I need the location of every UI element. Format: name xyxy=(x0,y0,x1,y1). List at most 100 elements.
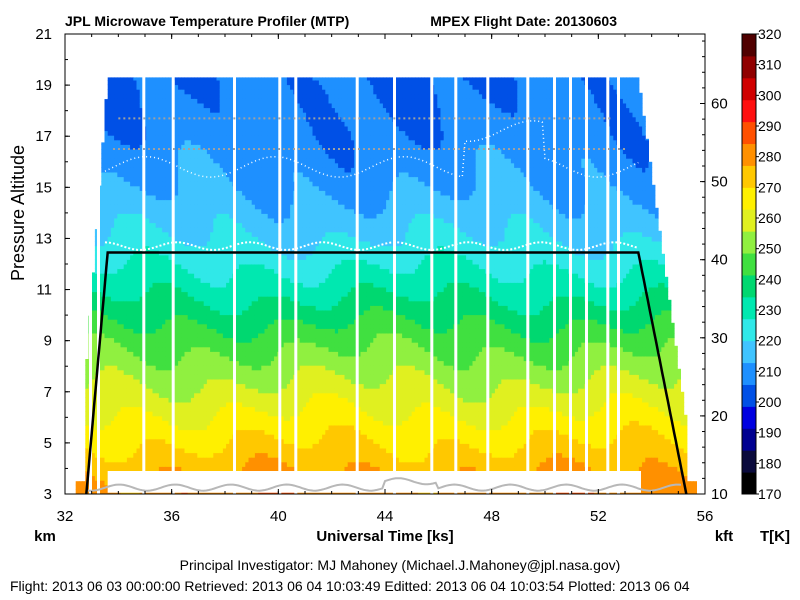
heatmap-cell xyxy=(187,93,192,99)
heatmap-cell xyxy=(194,268,198,274)
heatmap-cell xyxy=(130,107,134,113)
heatmap-cell xyxy=(162,236,166,242)
heatmap-cell xyxy=(258,411,262,417)
heatmap-cell xyxy=(219,466,224,472)
heatmap-cell xyxy=(206,406,211,412)
heatmap-cell xyxy=(178,176,182,182)
heatmap-cell xyxy=(117,277,121,283)
heatmap-cell xyxy=(206,420,211,426)
heatmap-cell xyxy=(155,397,160,403)
heatmap-cell xyxy=(110,185,115,191)
heatmap-cell xyxy=(114,112,118,118)
heatmap-cell xyxy=(139,153,144,159)
heatmap-cell xyxy=(114,172,118,178)
heatmap-cell xyxy=(146,218,150,224)
heatmap-cell xyxy=(184,218,189,224)
heatmap-cell xyxy=(146,443,150,449)
heatmap-cell xyxy=(254,328,259,334)
heatmap-cell xyxy=(190,434,195,440)
heatmap-cell xyxy=(149,461,153,467)
heatmap-cell xyxy=(245,319,249,325)
heatmap-cell xyxy=(117,420,121,426)
heatmap-cell xyxy=(200,149,205,155)
heatmap-cell xyxy=(264,144,269,150)
heatmap-cell xyxy=(120,236,125,242)
heatmap-cell xyxy=(126,231,131,237)
heatmap-cell xyxy=(139,277,144,283)
heatmap-cell xyxy=(187,328,192,334)
heatmap-cell xyxy=(181,112,185,118)
heatmap-cell xyxy=(187,245,192,251)
heatmap-cell xyxy=(152,149,157,155)
heatmap-cell xyxy=(139,139,144,145)
heatmap-cell xyxy=(146,333,150,339)
heatmap-cell xyxy=(117,351,121,357)
heatmap-cell xyxy=(203,204,208,210)
heatmap-cell xyxy=(216,245,221,251)
heatmap-cell xyxy=(229,434,233,440)
heatmap-cell xyxy=(152,314,157,320)
heatmap-cell xyxy=(197,379,201,385)
heatmap-cell xyxy=(110,254,115,260)
heatmap-cell xyxy=(158,130,163,136)
heatmap-cell xyxy=(206,457,211,463)
heatmap-cell xyxy=(158,158,163,164)
heatmap-cell xyxy=(120,89,125,95)
heatmap-cell xyxy=(238,84,243,90)
heatmap-cell xyxy=(136,392,141,398)
heatmap-cell xyxy=(110,149,115,155)
heatmap-cell xyxy=(120,351,125,357)
heatmap-cell xyxy=(136,452,141,458)
heatmap-cell xyxy=(219,208,224,214)
heatmap-cell xyxy=(242,139,246,145)
heatmap-cell xyxy=(219,277,224,283)
heatmap-cell xyxy=(216,241,221,247)
heatmap-cell xyxy=(158,144,163,150)
heatmap-cell xyxy=(229,195,233,201)
heatmap-cell xyxy=(200,273,205,279)
heatmap-cell xyxy=(210,374,214,380)
heatmap-cell xyxy=(216,323,221,329)
heatmap-cell xyxy=(174,287,179,293)
heatmap-cell xyxy=(248,268,253,274)
heatmap-cell xyxy=(126,218,131,224)
heatmap-cell xyxy=(114,314,118,320)
heatmap-cell xyxy=(181,392,185,398)
heatmap-cell xyxy=(120,411,125,417)
heatmap-cell xyxy=(165,388,169,394)
heatmap-cell xyxy=(107,379,112,385)
heatmap-cell xyxy=(190,360,195,366)
heatmap-cell xyxy=(146,323,150,329)
heatmap-cell xyxy=(261,126,265,132)
heatmap-cell xyxy=(264,162,269,168)
heatmap-cell xyxy=(162,342,166,348)
heatmap-cell xyxy=(162,291,166,297)
heatmap-cell xyxy=(123,103,128,109)
heatmap-cell xyxy=(165,236,169,242)
heatmap-cell xyxy=(158,415,163,421)
heatmap-cell xyxy=(242,77,246,81)
heatmap-cell xyxy=(136,107,141,113)
heatmap-cell xyxy=(200,89,205,95)
heatmap-cell xyxy=(110,342,115,348)
heatmap-cell xyxy=(139,314,144,320)
heatmap-cell xyxy=(114,346,118,352)
heatmap-cell xyxy=(235,185,240,191)
heatmap-cell xyxy=(206,176,211,182)
heatmap-cell xyxy=(210,98,214,104)
heatmap-cell xyxy=(146,98,150,104)
heatmap-cell xyxy=(184,98,189,104)
heatmap-cell xyxy=(184,153,189,159)
heatmap-cell xyxy=(238,158,243,164)
heatmap-cell xyxy=(155,383,160,389)
heatmap-cell xyxy=(245,139,249,145)
heatmap-cell xyxy=(101,448,105,454)
heatmap-cell xyxy=(146,241,150,247)
heatmap-cell xyxy=(229,415,233,421)
heatmap-cell xyxy=(117,80,121,86)
heatmap-cell xyxy=(184,116,189,122)
heatmap-cell xyxy=(245,402,249,408)
heatmap-cell xyxy=(238,310,243,316)
heatmap-cell xyxy=(152,158,157,164)
heatmap-cell xyxy=(194,98,198,104)
